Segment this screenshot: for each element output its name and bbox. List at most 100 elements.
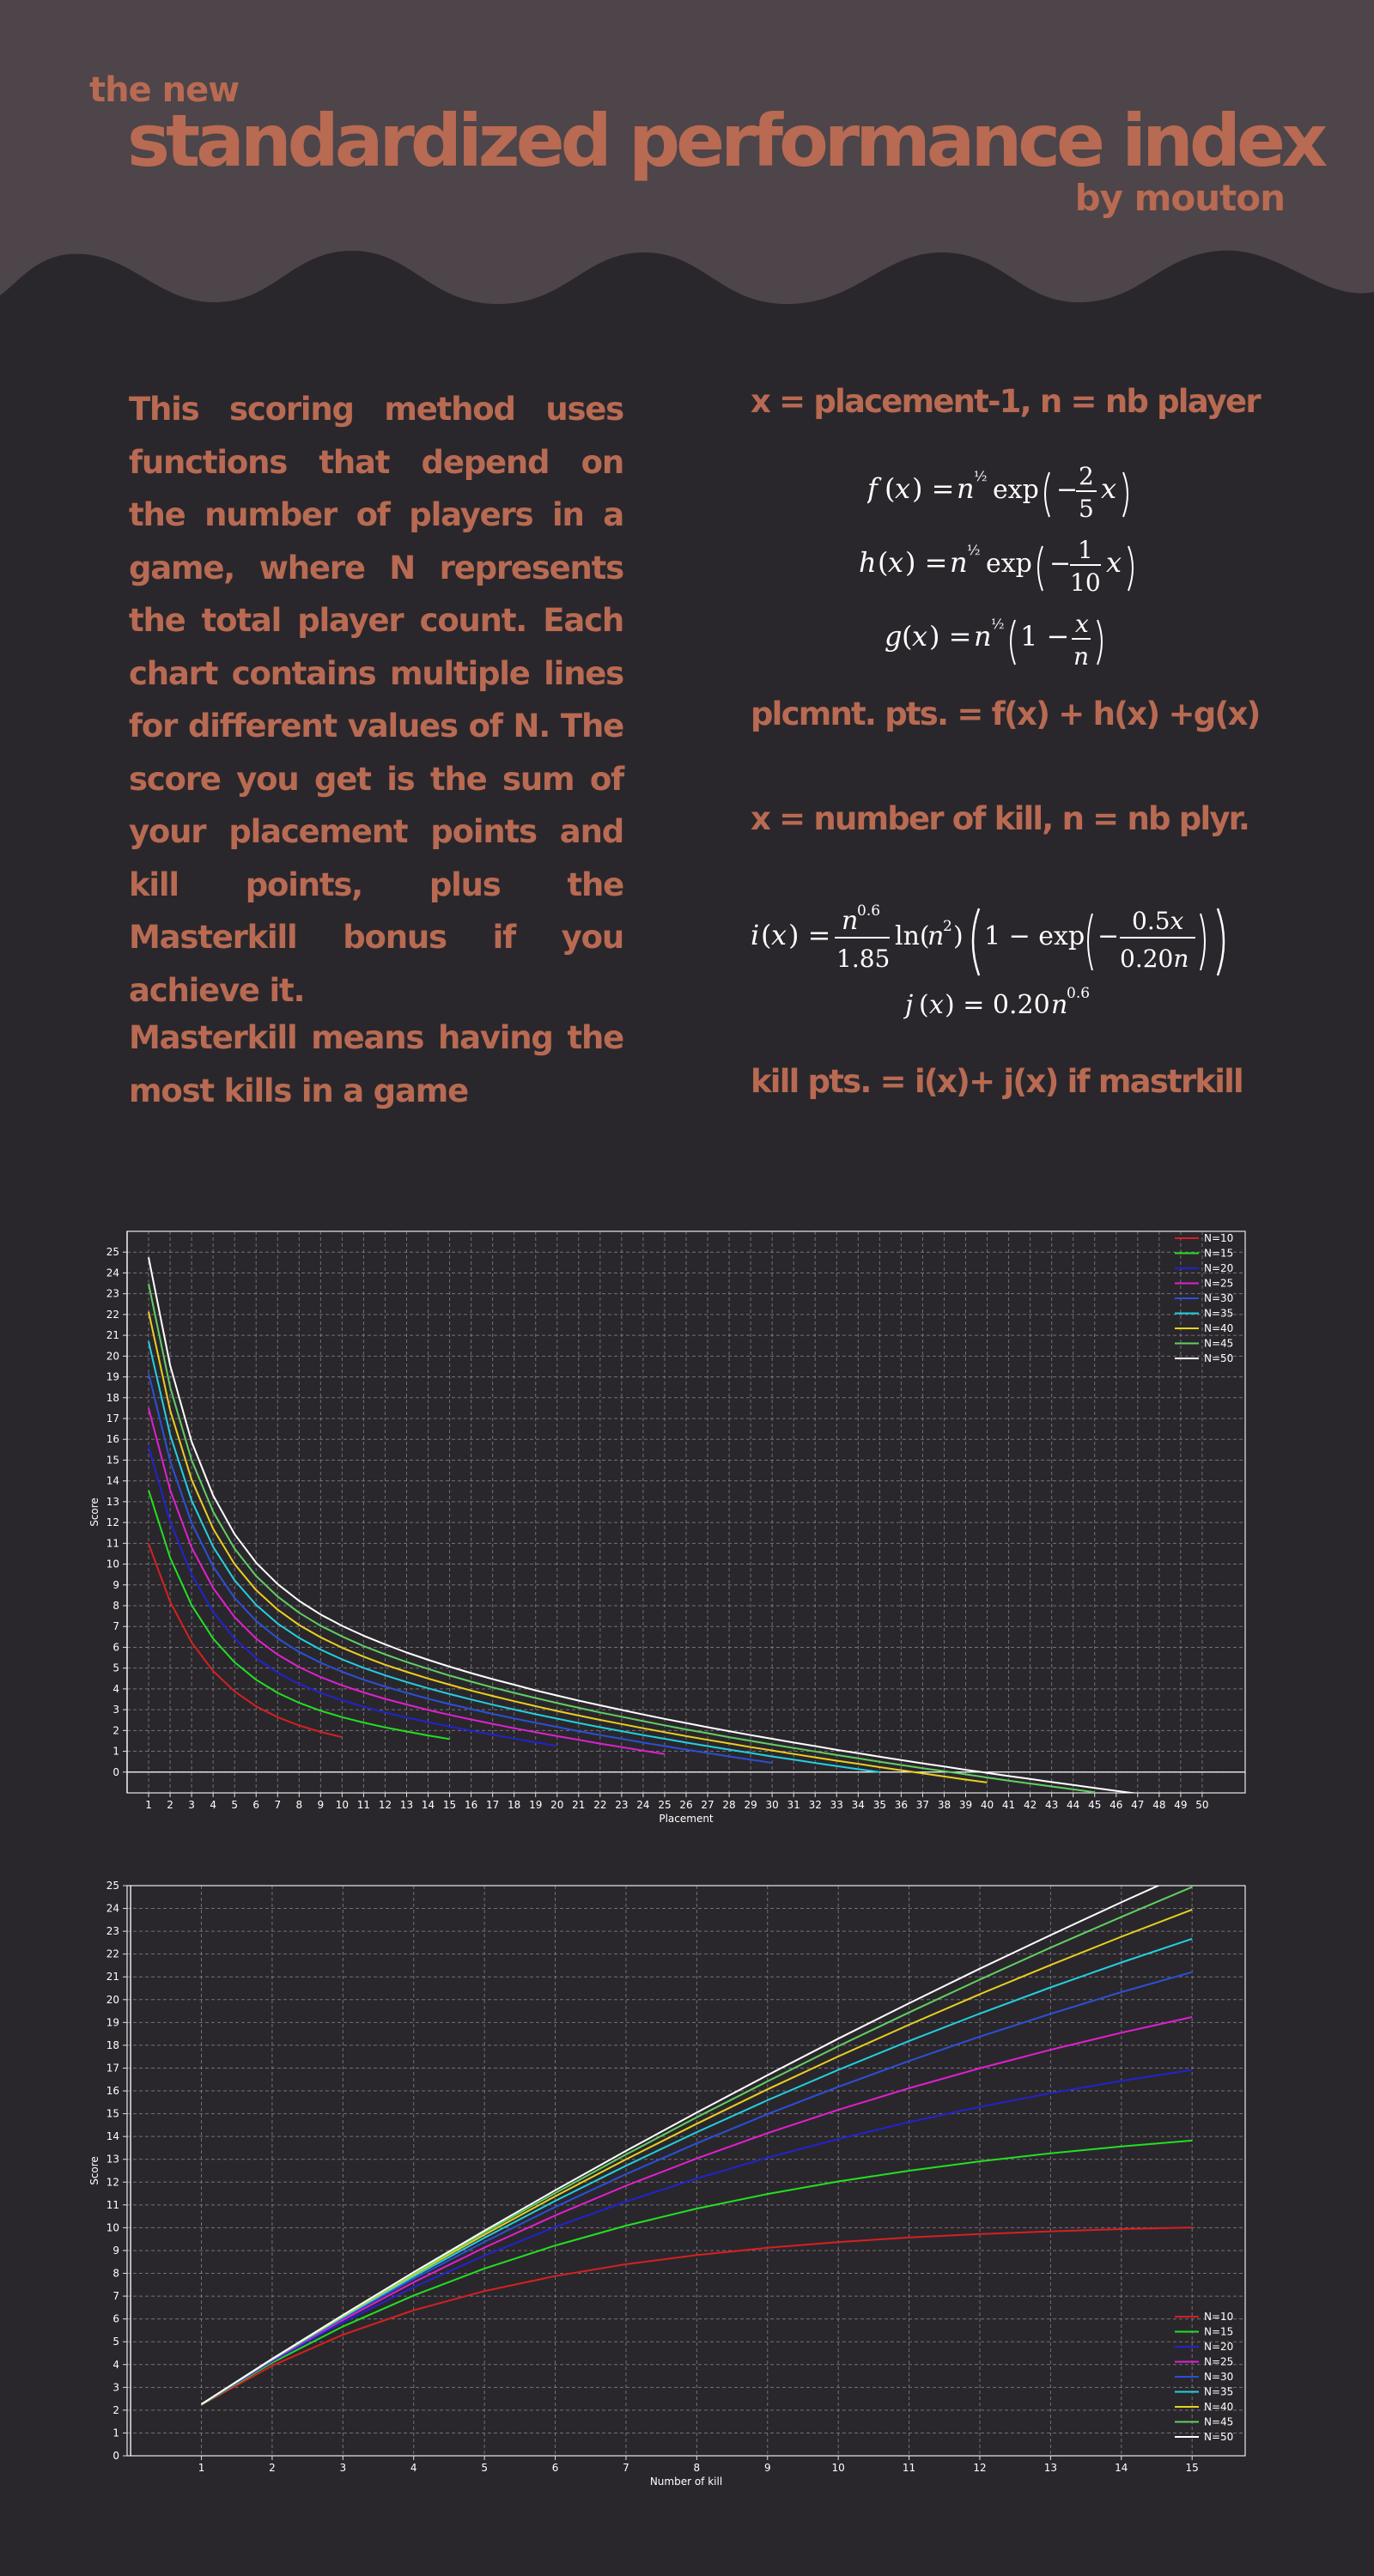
- x-tick-label: 28: [722, 1799, 735, 1811]
- header-wave-shape: [0, 0, 1374, 305]
- svg-text:(: (: [919, 990, 929, 1020]
- y-tick-label: 20: [106, 1994, 119, 2006]
- x-tick-label: 36: [895, 1799, 908, 1811]
- x-tick-label: 9: [764, 2462, 771, 2474]
- svg-text:h: h: [859, 546, 877, 579]
- svg-text:) =: ) =: [929, 620, 971, 653]
- x-tick-label: 11: [357, 1799, 370, 1811]
- x-tick-label: 42: [1024, 1799, 1037, 1811]
- kill-chart: 1 2 3 4 5 6 7 8 9 10 11 12 13 14 15 0 1 2 3 4 5 6 7 8 9 10 11 12 13 1…: [0, 1872, 1374, 2490]
- y-tick-label: 3: [112, 2381, 119, 2393]
- x-tick-label: 11: [903, 2462, 915, 2474]
- y-tick-label: 19: [106, 2016, 119, 2028]
- y-tick-label: 9: [112, 1579, 119, 1591]
- x-tick-label: 27: [701, 1799, 714, 1811]
- x-tick-label: 45: [1088, 1799, 1101, 1811]
- formula-g: g ( x ) = n ½ 1 − x n: [885, 603, 1142, 688]
- svg-text:(: (: [761, 919, 771, 951]
- y-tick-label: 13: [106, 1496, 119, 1508]
- x-tick-label: 23: [615, 1799, 628, 1811]
- x-tick-label: 30: [766, 1799, 779, 1811]
- y-tick-label: 10: [106, 2221, 119, 2233]
- x-tick-label: 12: [379, 1799, 392, 1811]
- x-tick-label: 8: [295, 1799, 302, 1811]
- x-tick-label: 16: [465, 1799, 477, 1811]
- y-tick-label: 20: [106, 1350, 119, 1362]
- legend-label: N=45: [1204, 1338, 1233, 1350]
- legend-label: N=15: [1204, 1248, 1233, 1260]
- formula-f: f ( x ) = n ½ exp − 2 5 x: [866, 455, 1142, 540]
- x-tick-label: 24: [636, 1799, 649, 1811]
- svg-text:0.5x: 0.5x: [1132, 907, 1184, 935]
- svg-text:n: n: [1073, 642, 1089, 671]
- x-tick-label: 10: [832, 2462, 845, 2474]
- y-axis-label: Score: [88, 1498, 100, 1527]
- x-tick-label: 39: [959, 1799, 972, 1811]
- x-tick-label: 34: [852, 1799, 865, 1811]
- x-tick-label: 1: [198, 2462, 205, 2474]
- svg-text:(: (: [878, 546, 888, 579]
- legend-label: N=35: [1204, 2386, 1233, 2398]
- y-tick-label: 24: [106, 1267, 119, 1279]
- x-tick-label: 50: [1195, 1799, 1208, 1811]
- svg-text:n: n: [1051, 990, 1067, 1020]
- y-tick-label: 8: [112, 1600, 119, 1612]
- svg-text:1 −: 1 −: [1020, 620, 1069, 653]
- x-tick-label: 38: [938, 1799, 951, 1811]
- y-tick-label: 16: [106, 2085, 119, 2097]
- legend-label: N=10: [1204, 1232, 1233, 1244]
- series-line-n-10: [201, 2227, 1193, 2406]
- placement-chart: 1 2 3 4 5 6 7 8 9 10 11 12 13 14 15 16 17 18 19 20 21 22 23 24 2…: [0, 1211, 1374, 1838]
- y-tick-label: 23: [106, 1925, 119, 1937]
- header-band: the new standardized performance index b…: [0, 0, 1374, 309]
- svg-text:2: 2: [1079, 462, 1094, 490]
- legend-label: N=15: [1204, 2326, 1233, 2338]
- y-tick-label: 24: [106, 1903, 119, 1915]
- y-tick-label: 13: [106, 2154, 119, 2166]
- x-tick-label: 29: [744, 1799, 757, 1811]
- y-tick-label: 21: [106, 1971, 119, 1983]
- x-tick-label: 41: [1002, 1799, 1015, 1811]
- y-tick-label: 15: [106, 2108, 119, 2120]
- svg-text:n: n: [842, 906, 858, 936]
- series-line-n-20: [200, 2069, 1193, 2406]
- x-tick-label: 44: [1067, 1799, 1079, 1811]
- y-tick-label: 6: [112, 2313, 119, 2325]
- formula-j-render: j ( x ) = 0.20 n 0.6: [900, 985, 1090, 1020]
- kill-points-rule: kill pts. = i(x)+ j(x) if mastrkill: [751, 1063, 1244, 1100]
- kill-variables: x = number of kill, n = nb plyr.: [751, 800, 1250, 837]
- series-line-n-30: [148, 1373, 773, 1765]
- title-prefix: the new: [89, 70, 240, 110]
- svg-text:) =: ) =: [912, 472, 954, 505]
- legend-label: N=40: [1204, 1322, 1233, 1334]
- x-axis-label: Placement: [659, 1813, 714, 1825]
- y-tick-label: 7: [112, 2290, 119, 2302]
- y-tick-label: 22: [106, 1948, 119, 1960]
- svg-text:x: x: [888, 546, 903, 579]
- svg-text:n: n: [974, 620, 992, 653]
- svg-text:(: (: [885, 472, 895, 505]
- x-tick-label: 3: [188, 1799, 195, 1811]
- y-tick-label: 1: [112, 2427, 119, 2439]
- x-tick-label: 6: [252, 1799, 259, 1811]
- y-tick-label: 14: [106, 2130, 119, 2142]
- svg-text:n: n: [950, 546, 968, 579]
- x-tick-label: 15: [443, 1799, 456, 1811]
- svg-text:exp: exp: [993, 475, 1039, 505]
- svg-text:f: f: [867, 472, 882, 505]
- legend-label: N=40: [1204, 2401, 1233, 2413]
- y-tick-label: 0: [112, 1766, 119, 1778]
- formula-f-render: f ( x ) = n ½ exp − 2 5 x: [866, 462, 1128, 523]
- x-tick-label: 32: [809, 1799, 822, 1811]
- x-axis-label: Number of kill: [650, 2476, 722, 2488]
- series-line-n-50: [200, 1886, 1161, 2405]
- svg-text:n: n: [927, 921, 944, 951]
- svg-text:g: g: [885, 620, 902, 653]
- x-tick-label: 46: [1110, 1799, 1122, 1811]
- svg-text:0.20n: 0.20n: [1120, 945, 1189, 973]
- y-tick-label: 11: [106, 1537, 119, 1549]
- y-tick-label: 23: [106, 1288, 119, 1300]
- svg-text:x: x: [912, 620, 927, 653]
- x-tick-label: 9: [318, 1799, 325, 1811]
- formula-g-render: g ( x ) = n ½ 1 − x n: [885, 610, 1103, 671]
